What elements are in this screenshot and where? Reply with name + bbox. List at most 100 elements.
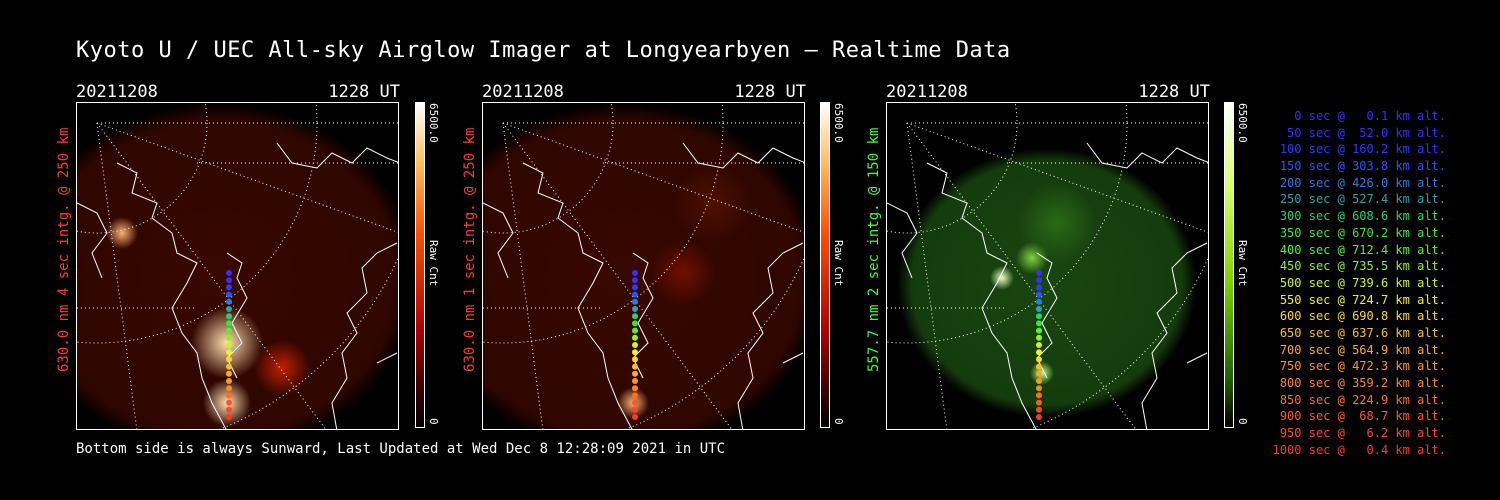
altitude-legend: 0 sec @ 0.1 km alt. 50 sec @ 52.0 km alt.… xyxy=(1268,108,1446,458)
trajectory-marker xyxy=(632,370,638,377)
panel-time: 1228 UT xyxy=(734,82,806,102)
trajectory-marker xyxy=(1036,291,1042,298)
trajectory-marker xyxy=(1036,327,1042,334)
legend-entry: 500 sec @ 739.6 km alt. xyxy=(1279,275,1446,290)
colorbar-min: 0 xyxy=(1236,418,1249,425)
trajectory-marker xyxy=(632,313,638,320)
trajectory-marker xyxy=(632,342,638,348)
trajectory-marker xyxy=(632,327,638,334)
legend-entry: 700 sec @ 564.9 km alt. xyxy=(1279,342,1446,357)
trajectory-marker xyxy=(1036,385,1042,392)
trajectory-marker xyxy=(226,327,232,334)
trajectory-marker xyxy=(226,406,232,413)
trajectory-marker xyxy=(1036,414,1042,420)
trajectory-marker xyxy=(226,356,232,363)
trajectory-marker xyxy=(632,334,638,341)
legend-entry: 1000 sec @ 0.4 km alt. xyxy=(1272,442,1446,457)
trajectory-marker xyxy=(226,320,232,327)
colorbar xyxy=(820,102,830,428)
trajectory-marker xyxy=(226,349,232,356)
panel-date: 20211208 xyxy=(482,82,564,102)
panel-ylabel: 630.0 nm 1 sec intg. @ 250 km xyxy=(462,127,478,372)
trajectory-marker xyxy=(632,284,638,291)
trajectory-marker xyxy=(1036,342,1042,348)
trajectory-marker xyxy=(1036,277,1042,284)
legend-entry: 900 sec @ 68.7 km alt. xyxy=(1279,409,1446,424)
trajectory-marker xyxy=(226,334,232,341)
allsky-image xyxy=(886,102,1209,430)
legend-entry: 200 sec @ 426.0 km alt. xyxy=(1279,175,1446,190)
trajectory-marker xyxy=(1036,313,1042,320)
legend-entry: 800 sec @ 359.2 km alt. xyxy=(1279,376,1446,390)
trajectory-marker xyxy=(226,399,232,406)
trajectory-marker xyxy=(226,270,232,276)
allsky-image xyxy=(76,102,399,430)
trajectory-marker xyxy=(226,284,232,291)
panel-date: 20211208 xyxy=(886,82,968,102)
trajectory-marker xyxy=(1036,298,1042,305)
trajectory-marker xyxy=(1036,406,1042,413)
trajectory-marker xyxy=(1036,306,1042,312)
trajectory-marker xyxy=(226,392,232,399)
trajectory-marker xyxy=(1036,356,1042,363)
trajectory-marker xyxy=(226,378,232,384)
legend-entry: 600 sec @ 690.8 km alt. xyxy=(1279,309,1446,324)
panel-date: 20211208 xyxy=(76,82,158,102)
trajectory-marker xyxy=(1036,399,1042,406)
legend-entry: 100 sec @ 160.2 km alt. xyxy=(1279,142,1446,157)
panel-ylabel: 557.7 nm 2 sec intg. @ 150 km xyxy=(866,127,882,372)
trajectory-marker xyxy=(1036,378,1042,384)
panel-630-4s: 20211208 1228 UT xyxy=(76,80,400,430)
colorbar-unit: Raw Cnt xyxy=(1236,240,1249,287)
colorbar-min: 0 xyxy=(832,418,845,425)
panel-630-1s: 20211208 1228 UT xyxy=(482,80,806,430)
trajectory-marker xyxy=(632,363,638,370)
trajectory-marker xyxy=(632,399,638,406)
trajectory-marker xyxy=(632,306,638,312)
panel-time: 1228 UT xyxy=(1138,82,1210,102)
legend-entry: 150 sec @ 303.8 km alt. xyxy=(1279,159,1446,174)
legend-entry: 400 sec @ 712.4 km alt. xyxy=(1279,242,1446,257)
trajectory-marker xyxy=(632,298,638,305)
legend-entry: 750 sec @ 472.3 km alt. xyxy=(1279,359,1446,374)
legend-entry: 450 sec @ 735.5 km alt. xyxy=(1279,259,1446,274)
colorbar-max: 6500.0 xyxy=(832,103,845,143)
allsky-image xyxy=(482,102,805,430)
trajectory-marker xyxy=(226,306,232,312)
legend-entry: 850 sec @ 224.9 km alt. xyxy=(1279,392,1446,407)
colorbar xyxy=(415,102,425,428)
colorbar-min: 0 xyxy=(427,418,440,425)
legend-entry: 0 sec @ 0.1 km alt. xyxy=(1294,109,1446,123)
trajectory-marker xyxy=(632,385,638,392)
trajectory-marker xyxy=(632,392,638,399)
legend-entry: 650 sec @ 637.6 km alt. xyxy=(1279,325,1446,340)
trajectory-marker xyxy=(1036,392,1042,399)
legend-entry: 950 sec @ 6.2 km alt. xyxy=(1279,426,1446,441)
trajectory-marker xyxy=(226,342,232,348)
trajectory-marker xyxy=(226,298,232,305)
panel-ylabel: 630.0 nm 4 sec intg. @ 250 km xyxy=(56,127,72,372)
trajectory-marker xyxy=(1036,363,1042,370)
trajectory-marker xyxy=(226,414,232,420)
trajectory-marker xyxy=(1036,320,1042,327)
trajectory-marker xyxy=(1036,370,1042,377)
trajectory-marker xyxy=(632,378,638,384)
trajectory-marker xyxy=(1036,334,1042,341)
legend-entry: 50 sec @ 52.0 km alt. xyxy=(1287,125,1446,140)
legend-entry: 250 sec @ 527.4 km alt. xyxy=(1279,192,1446,207)
trajectory-marker xyxy=(632,356,638,363)
trajectory-marker xyxy=(1036,349,1042,356)
panel-time: 1228 UT xyxy=(328,82,400,102)
trajectory-marker xyxy=(226,277,232,284)
trajectory-marker xyxy=(632,414,638,420)
trajectory-marker xyxy=(226,363,232,370)
trajectory-marker xyxy=(632,277,638,284)
trajectory-marker xyxy=(632,291,638,298)
colorbar-max: 6500.0 xyxy=(427,103,440,143)
trajectory-marker xyxy=(226,370,232,377)
legend-entry: 300 sec @ 608.6 km alt. xyxy=(1279,209,1446,224)
trajectory-marker xyxy=(632,270,638,276)
colorbar-unit: Raw Cnt xyxy=(427,240,440,287)
trajectory-marker xyxy=(632,349,638,356)
